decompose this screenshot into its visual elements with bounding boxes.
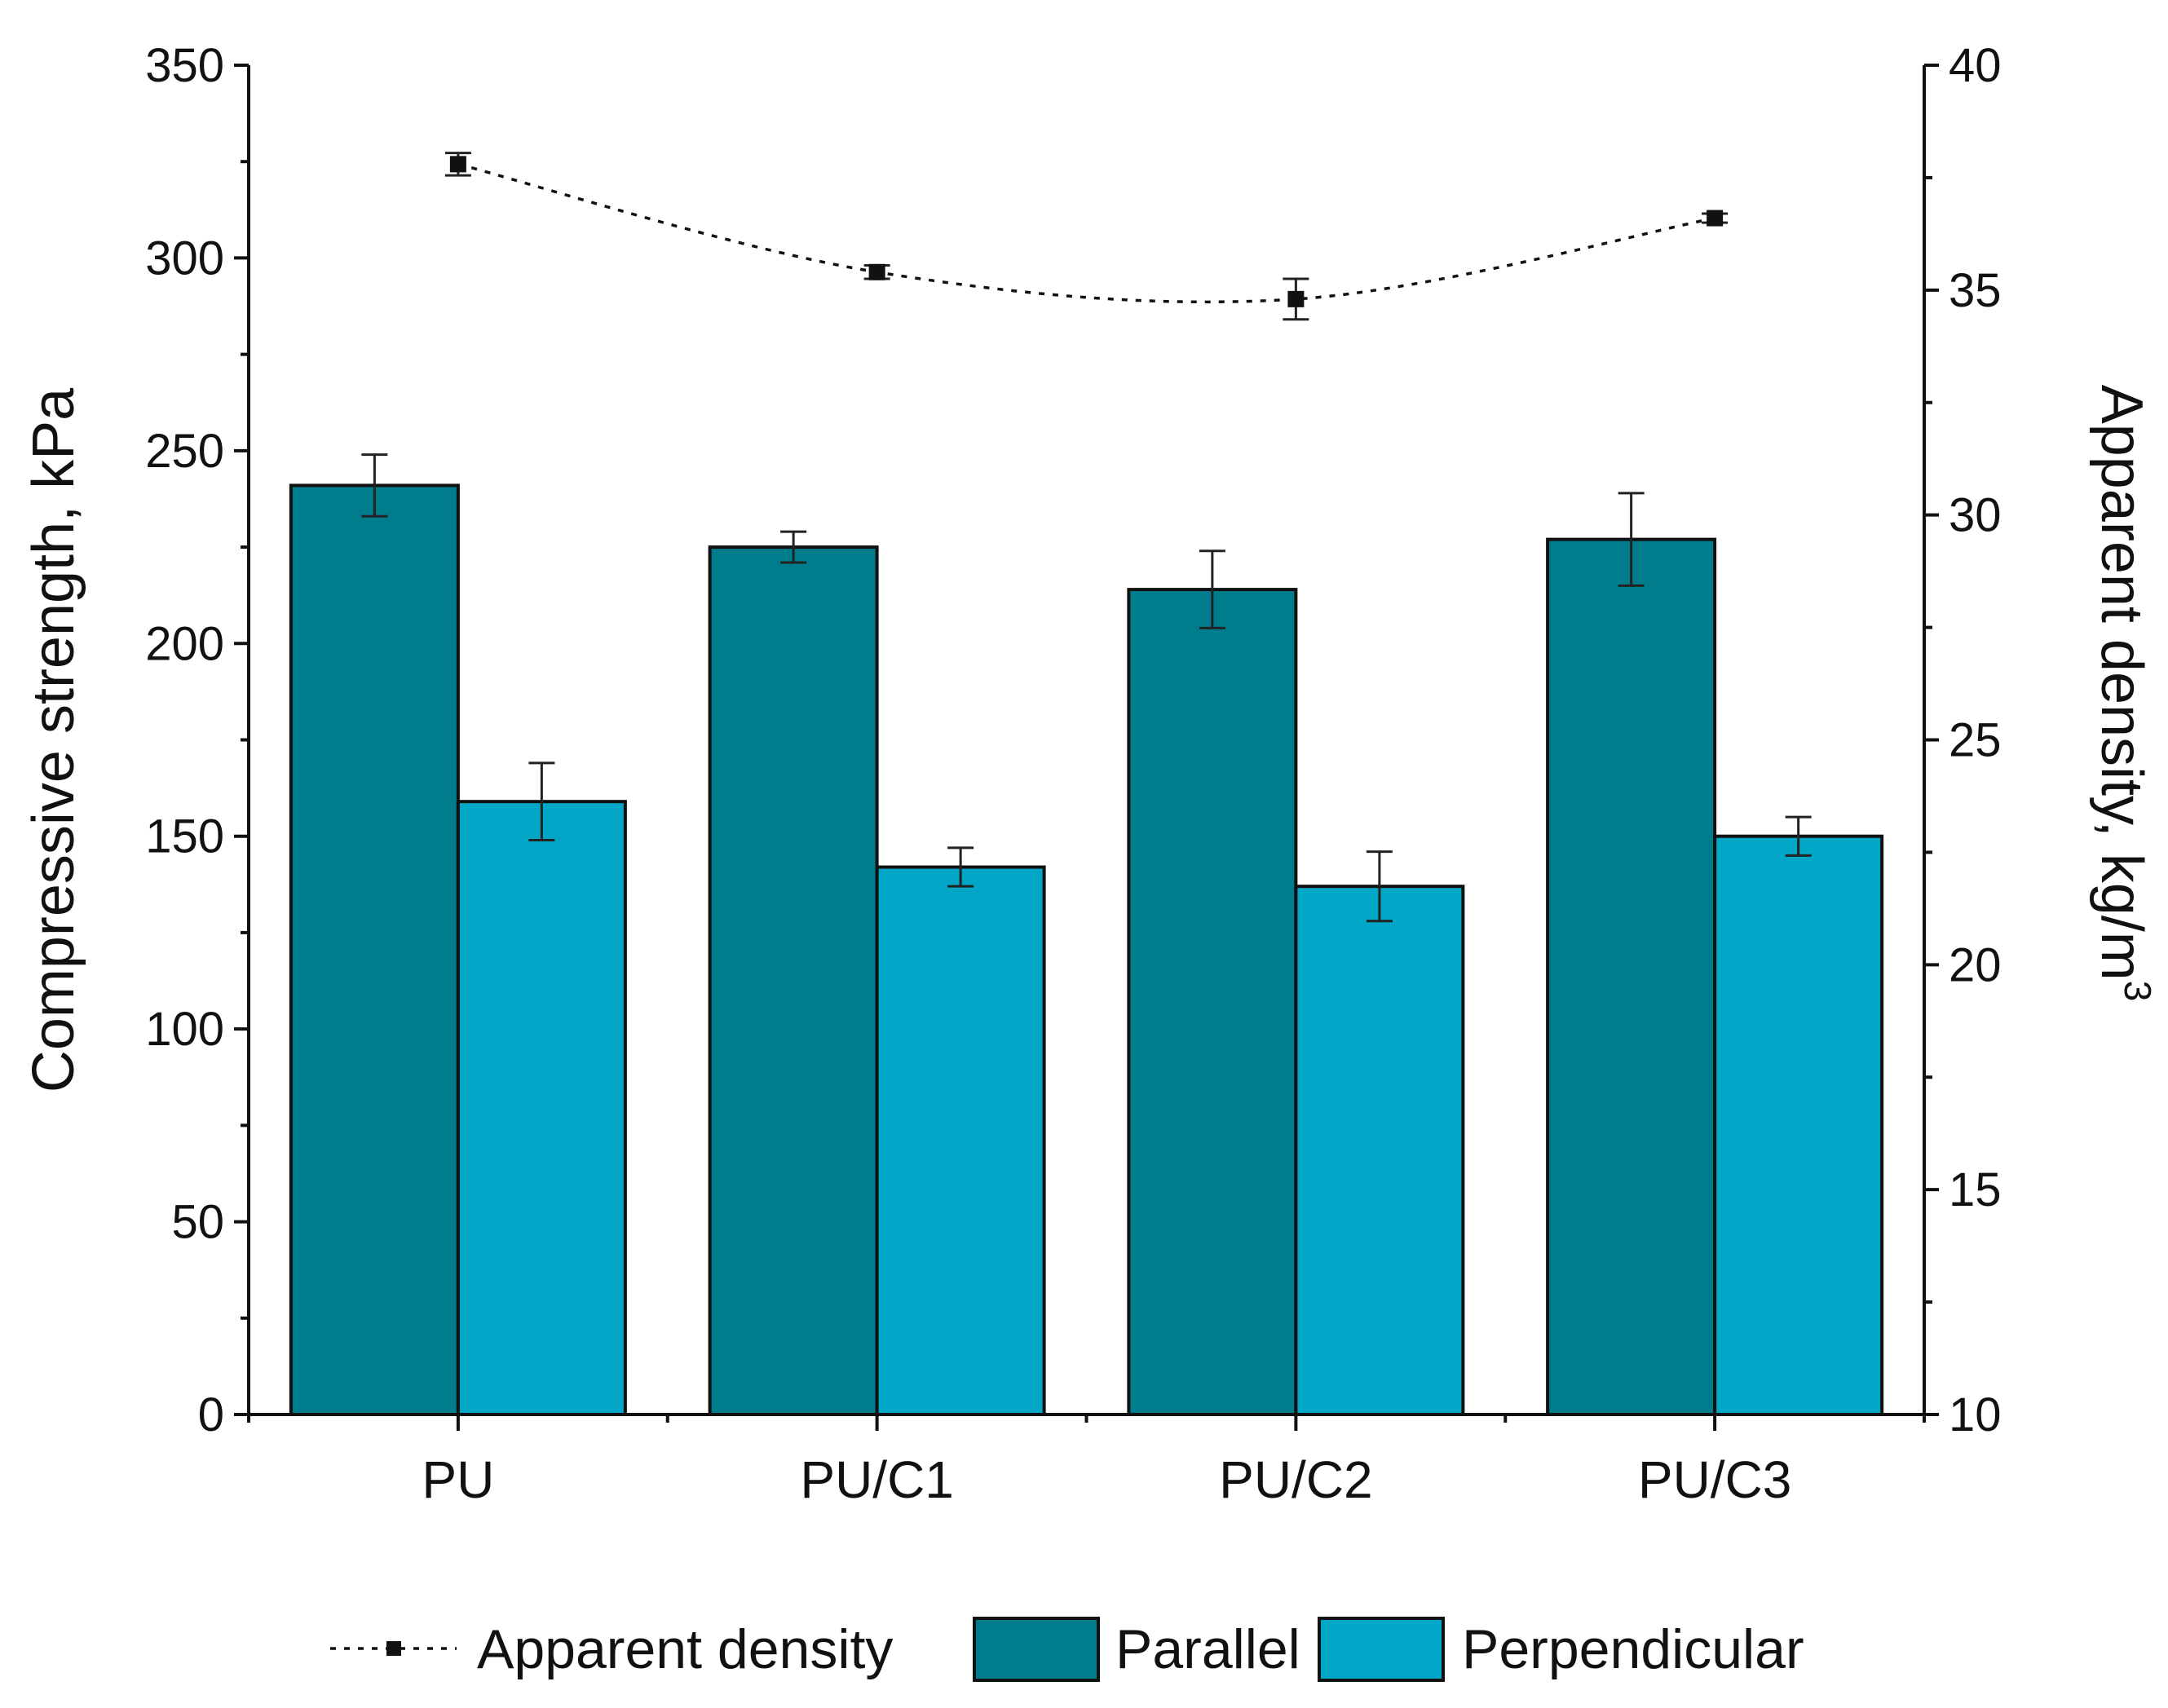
bar-parallel	[708, 545, 879, 1416]
right-tick-label: 15	[1949, 1163, 2002, 1216]
density-point	[1707, 210, 1724, 227]
x-axis-ticks: PU PU/C1 PU/C2 PU/C3	[247, 1415, 1926, 1509]
legend-label-density: Apparent density	[477, 1618, 893, 1680]
left-tick-label: 0	[198, 1388, 224, 1441]
density-point	[1287, 290, 1305, 307]
bar-series	[289, 453, 1884, 1416]
left-tick-label: 200	[145, 617, 224, 670]
right-tick-label: 40	[1949, 39, 2002, 92]
right-axis-ticks: 10 15 20 25 30 35 40	[1924, 39, 2002, 1441]
right-axis-title: Apparent density, kg/m3	[2089, 385, 2159, 1002]
density-point	[449, 156, 466, 173]
left-tick-label: 150	[145, 810, 224, 863]
bar-perpendicular	[1294, 885, 1465, 1416]
x-category-label: PU	[422, 1450, 494, 1509]
density-point	[868, 263, 885, 280]
legend-label-parallel: Parallel	[1115, 1618, 1300, 1680]
left-axis-title: Compressive strength, kPa	[21, 387, 86, 1092]
bar-parallel	[1127, 588, 1298, 1416]
left-tick-label: 300	[145, 232, 224, 285]
right-tick-label: 30	[1949, 489, 2002, 542]
density-series	[444, 152, 1729, 321]
right-tick-label: 20	[1949, 938, 2002, 991]
bar-perpendicular	[875, 865, 1046, 1416]
legend: Apparent density Parallel Perpendicular	[330, 1617, 1804, 1682]
bar-perpendicular	[1713, 834, 1884, 1416]
left-tick-label: 100	[145, 1003, 224, 1056]
left-tick-label: 50	[171, 1196, 224, 1249]
legend-perpendicular-swatch	[1318, 1617, 1445, 1682]
legend-label-perpendicular: Perpendicular	[1462, 1618, 1804, 1680]
right-tick-label: 10	[1949, 1388, 2002, 1441]
legend-density-marker	[386, 1641, 401, 1656]
x-category-label: PU/C3	[1638, 1450, 1792, 1509]
density-line	[457, 162, 1715, 304]
bar-parallel	[289, 483, 460, 1416]
left-tick-label: 250	[145, 425, 224, 478]
right-axis-title-main: Apparent density, kg/m	[2089, 385, 2154, 981]
legend-parallel-swatch	[973, 1617, 1100, 1682]
x-category-label: PU/C1	[800, 1450, 954, 1509]
bar-parallel	[1546, 537, 1717, 1416]
right-tick-label: 35	[1949, 264, 2002, 317]
x-category-label: PU/C2	[1219, 1450, 1373, 1509]
right-axis-title-superscript: 3	[2117, 981, 2159, 1002]
left-axis-ticks: 0 50 100 150 200 250 300 350	[145, 39, 249, 1441]
left-tick-label: 350	[145, 39, 224, 92]
bar-perpendicular	[456, 800, 627, 1416]
right-tick-label: 25	[1949, 714, 2002, 767]
